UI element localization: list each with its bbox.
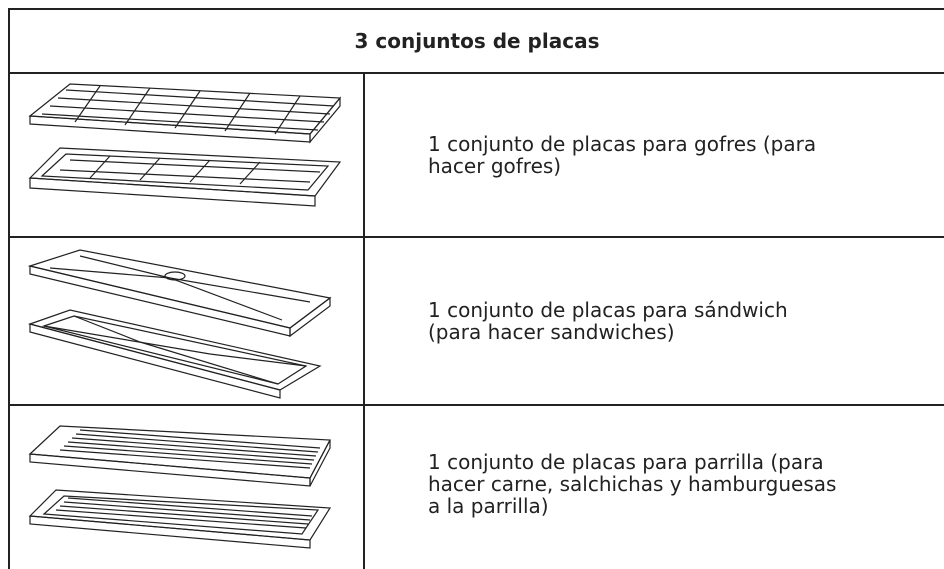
border: [8, 8, 10, 569]
grill-plates: [28, 425, 332, 549]
border: [8, 8, 944, 10]
text-line: 1 conjunto de placas para parrilla (para: [428, 450, 824, 474]
text-line: 1 conjunto de placas para sándwich: [428, 298, 788, 322]
border: [8, 72, 944, 74]
waffle-plates: [28, 83, 342, 207]
border: [8, 404, 944, 406]
row-text: 1 conjunto de placas para parrilla (para…: [428, 406, 928, 562]
sandwich-plates: [27, 249, 332, 399]
row-text: 1 conjunto de placas para gofres (para h…: [428, 74, 928, 236]
text-line: hacer carne, salchichas y hamburguesas: [428, 472, 837, 496]
border: [8, 236, 944, 238]
text-line: (para hacer sandwiches): [428, 320, 675, 344]
text-line: 1 conjunto de placas para gofres (para: [428, 132, 817, 156]
text-line: a la parrilla): [428, 494, 549, 518]
row-text: 1 conjunto de placas para sándwich (para…: [428, 238, 928, 404]
table-header: 3 conjuntos de placas: [354, 29, 600, 53]
border: [363, 72, 365, 569]
text-line: hacer gofres): [428, 154, 562, 178]
